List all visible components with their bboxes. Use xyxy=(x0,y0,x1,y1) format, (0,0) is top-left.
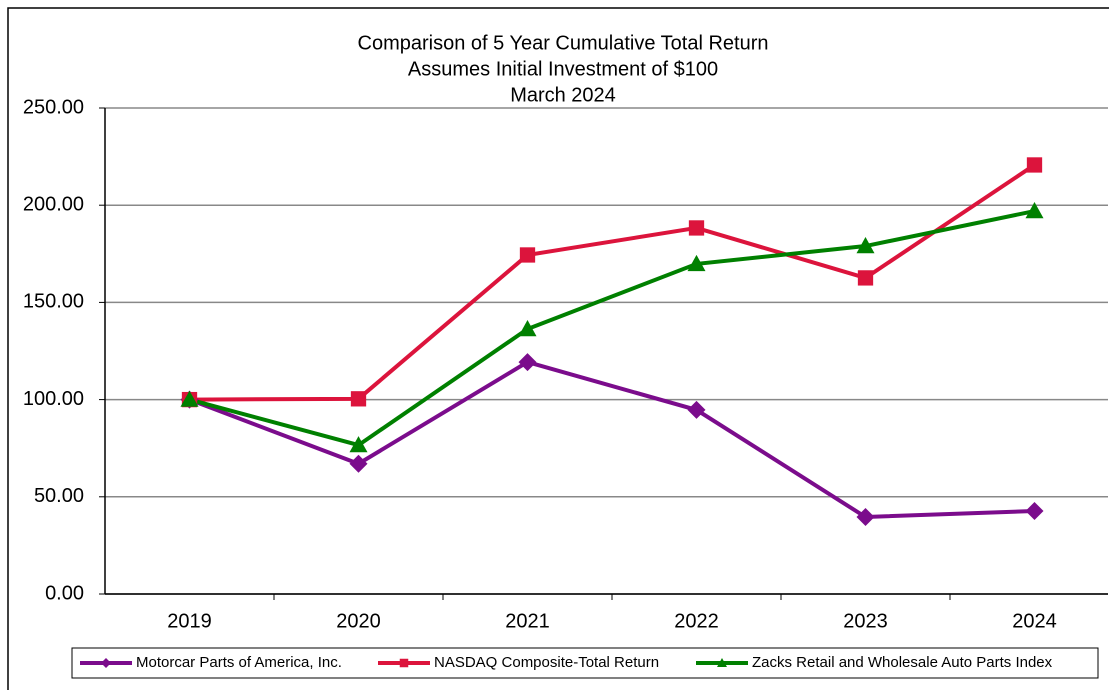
x-tick-label: 2022 xyxy=(674,610,719,632)
x-tick-label: 2019 xyxy=(167,610,212,632)
marker xyxy=(349,454,368,473)
legend-label: NASDAQ Composite-Total Return xyxy=(434,654,659,671)
marker xyxy=(856,508,875,527)
y-tick-label: 250.00 xyxy=(23,96,84,118)
marker xyxy=(518,353,537,372)
x-tick-label: 2021 xyxy=(505,610,550,632)
y-tick-label: 0.00 xyxy=(45,582,84,604)
marker xyxy=(1025,202,1044,219)
x-tick-label: 2024 xyxy=(1012,610,1057,632)
marker xyxy=(180,390,199,407)
marker xyxy=(856,237,875,254)
marker xyxy=(857,270,874,286)
legend-box xyxy=(71,647,1099,679)
series-line xyxy=(188,209,1035,448)
y-tick-label: 100.00 xyxy=(23,388,84,410)
y-tick-label: 150.00 xyxy=(23,291,84,313)
marker xyxy=(1025,501,1044,520)
chart-subtitle: March 2024 xyxy=(510,84,616,106)
marker xyxy=(1026,157,1043,173)
chart-border xyxy=(7,7,1109,690)
marker xyxy=(519,247,536,263)
marker xyxy=(717,658,727,667)
x-tick-label: 2023 xyxy=(843,610,888,632)
legend-label: Zacks Retail and Wholesale Auto Parts In… xyxy=(752,654,1053,671)
marker xyxy=(350,391,367,407)
marker xyxy=(688,220,705,236)
marker xyxy=(399,658,409,668)
series-line xyxy=(189,163,1036,402)
marker xyxy=(101,658,111,668)
marker xyxy=(518,320,537,337)
legend-label: Motorcar Parts of America, Inc. xyxy=(136,654,342,671)
y-tick-label: 50.00 xyxy=(34,485,84,507)
marker xyxy=(687,254,706,272)
x-tick-label: 2020 xyxy=(336,610,381,632)
series-line xyxy=(188,359,1035,520)
chart-title: Comparison of 5 Year Cumulative Total Re… xyxy=(358,32,769,54)
marker xyxy=(349,436,368,453)
chart-subtitle: Assumes Initial Investment of $100 xyxy=(408,58,718,80)
y-tick-label: 200.00 xyxy=(23,193,84,215)
marker xyxy=(687,400,706,419)
